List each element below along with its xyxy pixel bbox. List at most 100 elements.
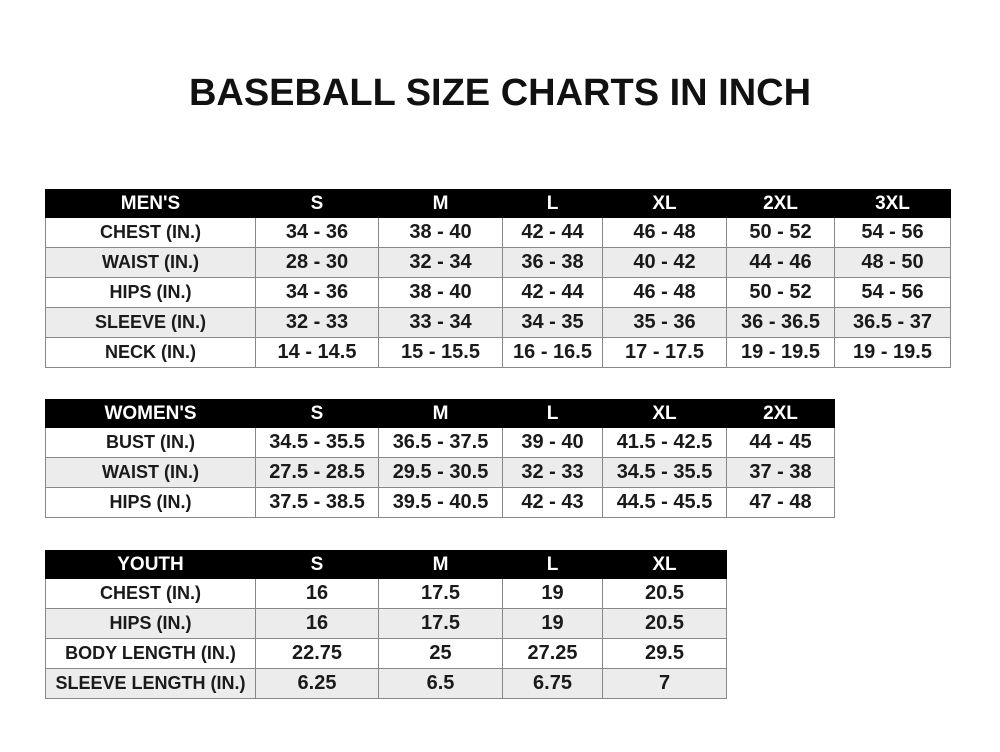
measurement-cell: 19 - 19.5: [726, 337, 835, 368]
measurement-cell: 42 - 44: [502, 217, 603, 248]
size-header: XL: [602, 550, 727, 579]
measurement-cell: 46 - 48: [602, 277, 727, 308]
measurement-cell: 7: [602, 668, 727, 699]
measurement-cell: 16: [255, 578, 379, 609]
measurement-cell: 54 - 56: [834, 277, 951, 308]
header-row: MEN'S S M L XL 2XL 3XL: [45, 189, 951, 218]
table-row: SLEEVE (IN.) 32 - 33 33 - 34 34 - 35 35 - 36…: [45, 307, 951, 338]
size-header: M: [378, 189, 503, 218]
header-row: YOUTH S M L XL: [45, 550, 727, 579]
measurement-cell: 29.5: [602, 638, 727, 669]
measurement-cell: 19 - 19.5: [834, 337, 951, 368]
measurement-cell: 17 - 17.5: [602, 337, 727, 368]
row-label: BUST (IN.): [45, 427, 256, 458]
measurement-cell: 33 - 34: [378, 307, 503, 338]
measurement-cell: 54 - 56: [834, 217, 951, 248]
table-row: HIPS (IN.) 34 - 36 38 - 40 42 - 44 46 - 48 50…: [45, 277, 951, 308]
table-row: BODY LENGTH (IN.) 22.75 25 27.25 29.5: [45, 638, 727, 669]
table-row: BUST (IN.) 34.5 - 35.5 36.5 - 37.5 39 - 40 4…: [45, 427, 835, 458]
category-header: MEN'S: [45, 189, 256, 218]
measurement-cell: 34.5 - 35.5: [255, 427, 379, 458]
measurement-cell: 44 - 45: [726, 427, 835, 458]
measurement-cell: 34.5 - 35.5: [602, 457, 727, 488]
size-header: L: [502, 550, 603, 579]
row-label: HIPS (IN.): [45, 487, 256, 518]
measurement-cell: 50 - 52: [726, 217, 835, 248]
measurement-cell: 16 - 16.5: [502, 337, 603, 368]
measurement-cell: 20.5: [602, 608, 727, 639]
measurement-cell: 6.25: [255, 668, 379, 699]
measurement-cell: 32 - 34: [378, 247, 503, 278]
measurement-cell: 37 - 38: [726, 457, 835, 488]
size-header: 2XL: [726, 399, 835, 428]
measurement-cell: 6.5: [378, 668, 503, 699]
size-header: S: [255, 399, 379, 428]
measurement-cell: 17.5: [378, 608, 503, 639]
measurement-cell: 41.5 - 42.5: [602, 427, 727, 458]
measurement-cell: 28 - 30: [255, 247, 379, 278]
measurement-cell: 47 - 48: [726, 487, 835, 518]
size-header: L: [502, 189, 603, 218]
measurement-cell: 14 - 14.5: [255, 337, 379, 368]
measurement-cell: 36.5 - 37: [834, 307, 951, 338]
measurement-cell: 37.5 - 38.5: [255, 487, 379, 518]
size-header: XL: [602, 399, 727, 428]
size-header: L: [502, 399, 603, 428]
table-row: CHEST (IN.) 34 - 36 38 - 40 42 - 44 46 - 48 5…: [45, 217, 951, 248]
measurement-cell: 39.5 - 40.5: [378, 487, 503, 518]
measurement-cell: 19: [502, 608, 603, 639]
youth-size-table: YOUTH S M L XL CHEST (IN.) 16 17.5 19 20.5 HIPS (I…: [45, 550, 727, 699]
table-row: HIPS (IN.) 16 17.5 19 20.5: [45, 608, 727, 639]
measurement-cell: 20.5: [602, 578, 727, 609]
measurement-cell: 29.5 - 30.5: [378, 457, 503, 488]
table-row: WAIST (IN.) 27.5 - 28.5 29.5 - 30.5 32 - 33…: [45, 457, 835, 488]
row-label: BODY LENGTH (IN.): [45, 638, 256, 669]
row-label: CHEST (IN.): [45, 217, 256, 248]
measurement-cell: 46 - 48: [602, 217, 727, 248]
row-label: CHEST (IN.): [45, 578, 256, 609]
measurement-cell: 48 - 50: [834, 247, 951, 278]
row-label: HIPS (IN.): [45, 608, 256, 639]
table-row: HIPS (IN.) 37.5 - 38.5 39.5 - 40.5 42 - 43 4…: [45, 487, 835, 518]
category-header: WOMEN'S: [45, 399, 256, 428]
measurement-cell: 27.25: [502, 638, 603, 669]
measurement-cell: 35 - 36: [602, 307, 727, 338]
measurement-cell: 36 - 36.5: [726, 307, 835, 338]
header-row: WOMEN'S S M L XL 2XL: [45, 399, 835, 428]
size-header: 3XL: [834, 189, 951, 218]
measurement-cell: 44 - 46: [726, 247, 835, 278]
measurement-cell: 32 - 33: [255, 307, 379, 338]
row-label: WAIST (IN.): [45, 457, 256, 488]
measurement-cell: 42 - 43: [502, 487, 603, 518]
category-header: YOUTH: [45, 550, 256, 579]
table-row: WAIST (IN.) 28 - 30 32 - 34 36 - 38 40 - 42 4…: [45, 247, 951, 278]
measurement-cell: 42 - 44: [502, 277, 603, 308]
measurement-cell: 38 - 40: [378, 217, 503, 248]
size-header: S: [255, 189, 379, 218]
size-header: M: [378, 550, 503, 579]
measurement-cell: 39 - 40: [502, 427, 603, 458]
row-label: HIPS (IN.): [45, 277, 256, 308]
size-header: XL: [602, 189, 727, 218]
measurement-cell: 32 - 33: [502, 457, 603, 488]
measurement-cell: 16: [255, 608, 379, 639]
measurement-cell: 38 - 40: [378, 277, 503, 308]
table-row: NECK (IN.) 14 - 14.5 15 - 15.5 16 - 16.5 17 …: [45, 337, 951, 368]
mens-size-table: MEN'S S M L XL 2XL 3XL CHEST (IN.) 34 - 36 38 - 4…: [45, 189, 951, 368]
measurement-cell: 34 - 36: [255, 217, 379, 248]
measurement-cell: 40 - 42: [602, 247, 727, 278]
size-header: M: [378, 399, 503, 428]
measurement-cell: 36.5 - 37.5: [378, 427, 503, 458]
measurement-cell: 6.75: [502, 668, 603, 699]
page-title: BASEBALL SIZE CHARTS IN INCH: [188, 72, 812, 114]
measurement-cell: 19: [502, 578, 603, 609]
measurement-cell: 44.5 - 45.5: [602, 487, 727, 518]
measurement-cell: 27.5 - 28.5: [255, 457, 379, 488]
row-label: SLEEVE LENGTH (IN.): [45, 668, 256, 699]
measurement-cell: 36 - 38: [502, 247, 603, 278]
size-header: S: [255, 550, 379, 579]
measurement-cell: 34 - 36: [255, 277, 379, 308]
measurement-cell: 15 - 15.5: [378, 337, 503, 368]
measurement-cell: 50 - 52: [726, 277, 835, 308]
womens-size-table: WOMEN'S S M L XL 2XL BUST (IN.) 34.5 - 35.5 36.5…: [45, 399, 835, 518]
